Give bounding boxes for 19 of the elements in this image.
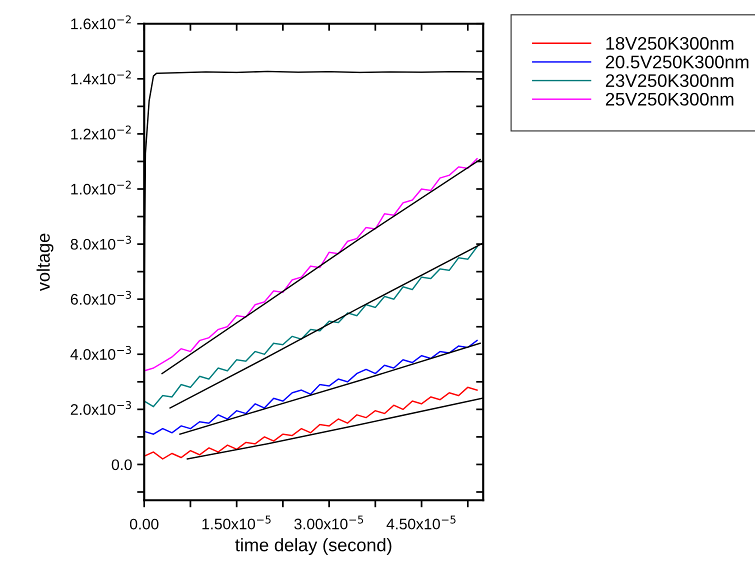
x-axis-title: time delay (second) <box>235 538 392 555</box>
y-tick-label: 1.2x10$^{−2}$ <box>71 126 131 140</box>
y-tick-label: 1.0x10$^{−2}$ <box>71 180 131 195</box>
y-tick-label: 6.0x10$^{−3}$ <box>70 290 131 305</box>
y-tick-label: 1.6x10$^{−2}$ <box>71 15 131 30</box>
y-tick-label: 0.0 <box>112 459 132 470</box>
x-tick-label: 3.00x10$^{−5}$ <box>294 516 364 530</box>
x-tick-label: 1.50x10$^{−5}$ <box>202 516 271 530</box>
x-tick-label: 0.00 <box>130 518 158 530</box>
x-tick-label: 4.50x10$^{−5}$ <box>386 516 456 530</box>
legend-label: 20.5V250K300nm <box>606 56 748 68</box>
y-axis-title: voltage <box>36 234 54 292</box>
y-tick-label: 1.4x10$^{−2}$ <box>71 70 131 84</box>
y-tick-label: 2.0x10$^{−3}$ <box>70 400 131 415</box>
y-tick-label: 8.0x10$^{−3}$ <box>70 236 131 250</box>
legend-label: 23V250K300nm <box>606 74 734 88</box>
y-tick-label: 4.0x10$^{−3}$ <box>70 346 131 360</box>
legend-label: 25V250K300nm <box>606 92 734 106</box>
legend-label: 18V250K300nm <box>606 36 734 50</box>
